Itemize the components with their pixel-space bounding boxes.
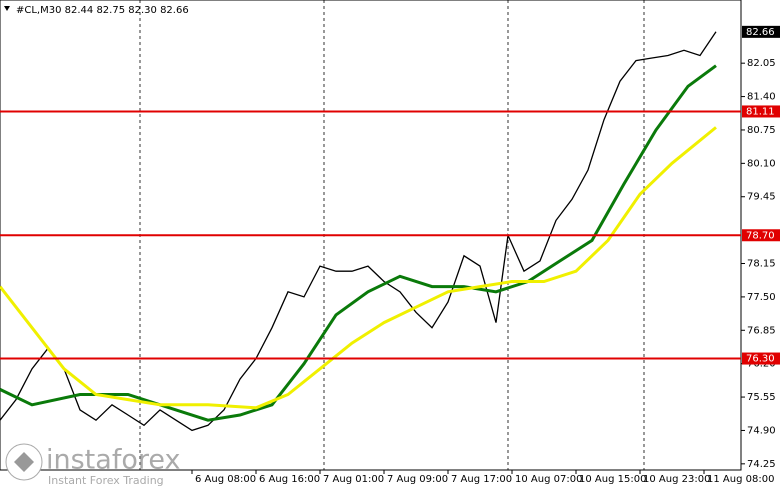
- y-tick-label: 78.15: [747, 259, 776, 270]
- x-tick-label: 11 Aug 08:00: [707, 474, 774, 485]
- series-line: [0, 64, 717, 422]
- y-tick-label: 82.05: [747, 58, 776, 69]
- x-tick-label: 7 Aug 17:00: [451, 474, 512, 485]
- y-tick-label: 75.55: [747, 392, 776, 403]
- level-label: 78.70: [746, 230, 775, 241]
- last-price-label: 82.66: [746, 27, 775, 38]
- x-tick-label: 6 Aug 16:00: [259, 474, 320, 485]
- logo-slogan: Instant Forex Trading: [48, 474, 164, 487]
- series-line: [0, 31, 717, 432]
- series-line: [0, 126, 717, 410]
- level-tag: [742, 105, 780, 118]
- level-label: 76.30: [746, 354, 775, 365]
- x-tick-label: 10 Aug 23:00: [643, 474, 710, 485]
- y-tick-label: 74.25: [747, 459, 776, 470]
- y-tick-label: 80.75: [747, 125, 776, 136]
- watermark: instaforex Instant Forex Trading: [5, 443, 180, 487]
- level-tag: [742, 229, 780, 242]
- level-label: 81.11: [746, 106, 775, 117]
- y-tick-label: 74.90: [747, 425, 776, 436]
- logo-name: instaforex: [46, 445, 180, 476]
- x-tick-label: 7 Aug 01:00: [323, 474, 384, 485]
- last-price-tag: [742, 25, 780, 38]
- y-tick-label: 79.45: [747, 192, 776, 203]
- x-tick-label: 7 Aug 09:00: [387, 474, 448, 485]
- x-tick-label: 10 Aug 15:00: [579, 474, 646, 485]
- y-tick-label: 81.40: [747, 92, 776, 103]
- y-tick-label: 80.10: [747, 158, 776, 169]
- y-tick-label: 77.50: [747, 292, 776, 303]
- level-tag: [742, 352, 780, 365]
- menu-arrow[interactable]: [4, 6, 10, 11]
- x-tick-label: 10 Aug 07:00: [515, 474, 582, 485]
- chart-title: #CL,M30 82.44 82.75 82.30 82.66: [16, 5, 189, 16]
- logo-icon: [14, 452, 34, 472]
- x-tick-label: 6 Aug 08:00: [195, 474, 256, 485]
- y-tick-label: 76.85: [747, 325, 776, 336]
